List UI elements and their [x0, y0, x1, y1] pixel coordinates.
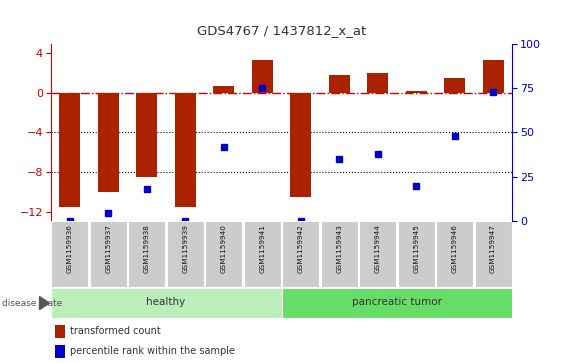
Text: GSM1159938: GSM1159938: [144, 224, 150, 273]
Bar: [205, 221, 242, 287]
Bar: [475, 221, 512, 287]
Bar: [59, 93, 81, 207]
Bar: [405, 91, 427, 93]
Bar: [282, 288, 512, 318]
Bar: [213, 86, 234, 93]
Text: GSM1159937: GSM1159937: [105, 224, 111, 273]
Bar: [436, 221, 473, 287]
Bar: [90, 221, 127, 287]
Bar: [321, 221, 358, 287]
Text: transformed count: transformed count: [70, 326, 161, 336]
Bar: [128, 221, 166, 287]
Text: GSM1159944: GSM1159944: [375, 224, 381, 273]
Bar: [55, 345, 65, 358]
Bar: [482, 60, 504, 93]
Text: GSM1159945: GSM1159945: [413, 224, 419, 273]
Bar: [136, 93, 158, 177]
Bar: [98, 93, 119, 192]
Text: healthy: healthy: [146, 297, 186, 307]
Bar: [444, 78, 465, 93]
Text: GSM1159936: GSM1159936: [67, 224, 73, 273]
Text: GSM1159941: GSM1159941: [260, 224, 265, 273]
Text: GDS4767 / 1437812_x_at: GDS4767 / 1437812_x_at: [197, 24, 366, 37]
Text: disease state: disease state: [2, 299, 62, 307]
Text: GSM1159943: GSM1159943: [336, 224, 342, 273]
Bar: [359, 221, 396, 287]
Text: pancreatic tumor: pancreatic tumor: [352, 297, 442, 307]
Bar: [329, 75, 350, 93]
Bar: [290, 93, 311, 197]
Bar: [244, 221, 281, 287]
Bar: [167, 221, 204, 287]
Bar: [282, 221, 319, 287]
Bar: [397, 221, 435, 287]
Text: GSM1159940: GSM1159940: [221, 224, 227, 273]
Text: GSM1159942: GSM1159942: [298, 224, 303, 273]
Bar: [367, 73, 388, 93]
Bar: [55, 325, 65, 338]
Text: GSM1159939: GSM1159939: [182, 224, 188, 273]
Bar: [252, 60, 273, 93]
Polygon shape: [39, 297, 49, 310]
Bar: [175, 93, 196, 207]
Text: percentile rank within the sample: percentile rank within the sample: [70, 346, 235, 356]
Bar: [51, 288, 282, 318]
Text: GSM1159946: GSM1159946: [452, 224, 458, 273]
Text: GSM1159947: GSM1159947: [490, 224, 496, 273]
Bar: [51, 221, 88, 287]
